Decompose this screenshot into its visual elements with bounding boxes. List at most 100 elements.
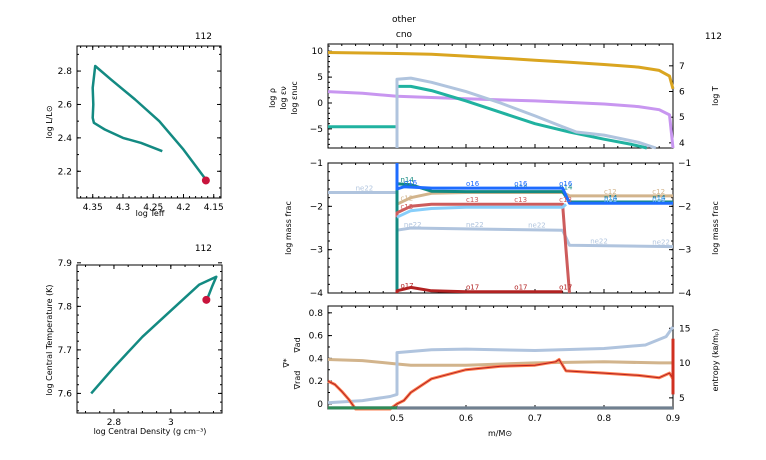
abundance-label-o17: o17 — [559, 284, 572, 292]
y-tick-label: 0 — [317, 99, 323, 109]
abundance-label-n15: n15 — [652, 196, 665, 204]
central-track-line — [90, 275, 218, 395]
abundance-label-o16: o16 — [604, 195, 618, 203]
y-right-tick-label: 7 — [679, 62, 685, 72]
abundance-label-c13: c13 — [400, 203, 413, 211]
abundance-label-c13: c13 — [559, 196, 572, 204]
x-tick-label: 4.15 — [204, 203, 224, 213]
x-tick-label: 3 — [168, 418, 174, 428]
abundance-label-n14: n14 — [652, 194, 666, 202]
y-right-tick-label: 5 — [679, 394, 685, 404]
chart-marks: 4.35 4.3 4.25 4.2 4.15 2.2 2.4 2.6 2.8 2.8 3 7.6 7.7… — [58, 44, 692, 428]
ylabel-entropy: entropy (kʙ/mₚ) — [711, 329, 720, 392]
ylabel-mass-frac-left: log mass frac — [284, 201, 293, 255]
y-tick-label: 2.2 — [58, 167, 72, 177]
central-conditions-plot: 112 log Central Density (g cm⁻³) log Cen… — [45, 244, 223, 436]
abundance-line-o17 — [395, 285, 563, 294]
profile-top-panel: other cno 112 log ρ log εν log εnuc log … — [268, 15, 722, 149]
top-series-log-T — [327, 51, 675, 90]
y-tick-label: 7.6 — [58, 389, 73, 399]
abundance-label-o16: o16 — [514, 180, 528, 188]
x-tick-label: 4.3 — [116, 203, 130, 213]
abundance-label-c12: c12 — [400, 195, 413, 203]
y-tick-label-right: −1 — [678, 159, 691, 169]
abundance-label-ne22: ne22 — [466, 221, 484, 229]
hr-xlabel: log Teff — [136, 209, 165, 218]
abundance-label-ne22: ne22 — [356, 184, 374, 192]
y-tick-label: 10 — [312, 47, 324, 57]
bottom-frame — [327, 305, 674, 410]
abundance-label-o16: o16 — [404, 179, 418, 187]
abundance-label-o16: o16 — [652, 195, 666, 203]
y-right-tick-label: 6 — [679, 88, 685, 98]
hr-diagram: 112 log Teff log L/L⊙ — [45, 32, 222, 218]
abundance-label-n14: n14 — [559, 184, 573, 192]
top-series-log-rho — [327, 90, 675, 149]
central-xlabel: log Central Density (g cm⁻³) — [94, 427, 207, 436]
ylabel-grad-rad: ∇rad — [293, 371, 302, 391]
bottom-series-grad_ad — [327, 358, 673, 367]
annotation-cno: cno — [396, 30, 413, 40]
x-tick-label: 4.25 — [143, 203, 163, 213]
bottom-series-grad_rad — [327, 358, 675, 411]
top-series-log-eps_nuc — [395, 76, 657, 150]
abundance-line-n15 — [396, 203, 567, 219]
ylabel-log-eps-nu: log εν — [279, 86, 288, 110]
y-right-tick-label: 15 — [679, 324, 690, 334]
top-frame — [327, 43, 674, 149]
bottom-series-grad-star — [327, 359, 674, 410]
y-tick-label-right: −2 — [678, 202, 691, 212]
abundance-label-n14: n14 — [604, 194, 618, 202]
abundance-label-c13: c13 — [466, 196, 479, 204]
abundance-label-o17: o17 — [466, 284, 479, 292]
y-right-tick-label: 4 — [679, 139, 685, 149]
ylabel-grad-ad: ∇ad — [293, 337, 302, 353]
x-tick-label: 0.7 — [528, 414, 542, 424]
y-right-tick-label: 5 — [679, 113, 685, 123]
central-frame — [76, 264, 223, 414]
y-tick-label-right: −3 — [678, 246, 691, 256]
y-tick-label: 7.9 — [58, 259, 73, 269]
y-tick-label: 2.4 — [58, 134, 73, 144]
abundance-label-ne22: ne22 — [404, 221, 422, 229]
x-tick-label: 4.2 — [176, 203, 190, 213]
y-tick-label: 7.8 — [58, 302, 73, 312]
xlabel-mass: m/M⊙ — [488, 429, 512, 438]
x-tick-label: 2.8 — [107, 418, 122, 428]
abundance-line-n14 — [395, 182, 673, 293]
y-tick-label: −1 — [310, 159, 323, 169]
hr-track-line — [91, 64, 207, 181]
hr-frame — [76, 45, 222, 199]
abundance-label-c12: c12 — [652, 188, 665, 196]
hr-current-point — [201, 176, 210, 185]
y-tick-label-right: −4 — [678, 289, 692, 299]
annotation-other: other — [392, 15, 416, 25]
ylabel-log-eps-nuc: log εnuc — [290, 81, 299, 115]
bottom-series-entropy — [327, 326, 675, 405]
abundance-label-c12: c12 — [604, 188, 617, 196]
x-tick-label: 0.9 — [666, 414, 681, 424]
x-tick-label: 0.8 — [597, 414, 612, 424]
central-ylabel: log Central Temperature (K) — [45, 284, 54, 395]
y-tick-label: −4 — [310, 289, 324, 299]
abundance-line-o16 — [395, 163, 673, 205]
abundance-label-o17: o17 — [400, 282, 413, 290]
ylabel-log-T: log T — [711, 86, 720, 106]
y-tick-label: 0.2 — [309, 377, 323, 387]
y-tick-label: 0 — [317, 400, 323, 410]
y-right-tick-label: 10 — [679, 359, 691, 369]
abundance-line-c13 — [395, 202, 571, 294]
abundance-label-ne22: ne22 — [652, 238, 670, 246]
x-tick-label: 0.5 — [390, 414, 404, 424]
model-number-label: 112 — [195, 32, 212, 42]
x-tick-label: 0.6 — [459, 414, 474, 424]
abundance-label-o17: o17 — [514, 284, 527, 292]
y-tick-label: 0.4 — [309, 354, 324, 364]
y-tick-label: −2 — [310, 202, 323, 212]
abundance-label-n15: n15 — [604, 196, 617, 204]
ylabel-mass-frac-right: log mass frac — [711, 201, 720, 255]
y-tick-label: 2.6 — [58, 100, 73, 110]
abundance-label-ne22: ne22 — [528, 222, 546, 230]
y-tick-label: 0.6 — [309, 332, 324, 342]
